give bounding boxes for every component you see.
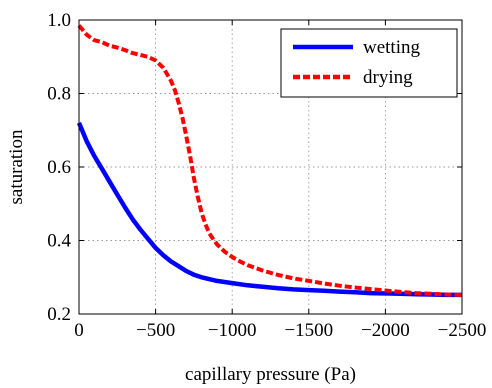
- x-tick-label: 0: [74, 320, 84, 341]
- y-tick-label: 0.4: [47, 231, 71, 252]
- legend-label-wetting: wetting: [363, 37, 420, 58]
- x-axis-label: capillary pressure (Pa): [185, 364, 356, 385]
- legend: wetting drying: [280, 28, 458, 98]
- ticks: 0 −500 −1000 −1500 −2000 −2500 0.2 0.4 0.6 0.8 1.0: [47, 10, 486, 341]
- y-tick-label: 0.2: [47, 304, 71, 325]
- x-tick-label: −1500: [284, 320, 333, 341]
- series-line-drying: [77, 24, 463, 297]
- x-tick-label: −2500: [438, 320, 487, 341]
- y-axis-label: saturation: [6, 129, 27, 204]
- y-tick-label: 1.0: [47, 10, 71, 31]
- y-tick-label: 0.6: [47, 157, 71, 178]
- series-line-wetting: [76, 122, 462, 298]
- grid: [79, 20, 462, 314]
- x-tick-label: −1000: [208, 320, 257, 341]
- y-tick-label: 0.8: [47, 84, 71, 105]
- legend-box: [280, 28, 458, 98]
- legend-label-drying: drying: [363, 67, 413, 88]
- x-tick-label: −2000: [361, 320, 410, 341]
- x-tick-label: −500: [136, 320, 175, 341]
- series-layer: [76, 24, 463, 298]
